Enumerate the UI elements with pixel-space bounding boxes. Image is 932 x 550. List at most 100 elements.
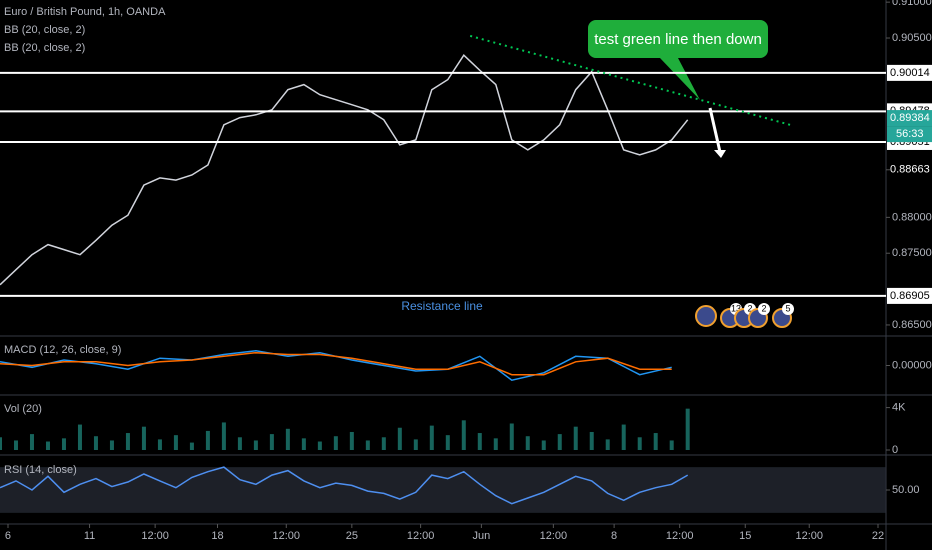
volume-bar xyxy=(685,408,690,450)
marker-label: 0.88663 xyxy=(890,164,930,176)
level-label: 0.86905 xyxy=(890,290,930,302)
event-count: 2 xyxy=(747,303,752,313)
y-tick-label: 0.90500 xyxy=(892,32,932,44)
volume-bar xyxy=(205,430,210,450)
x-tick-label: 25 xyxy=(346,530,358,542)
series-line xyxy=(0,54,689,286)
volume-bar xyxy=(301,438,306,450)
volume-bar xyxy=(317,441,322,450)
volume-bar xyxy=(621,424,626,450)
x-tick-label: 8 xyxy=(611,530,617,542)
volume-bar xyxy=(237,437,242,450)
volume-bar xyxy=(45,441,50,450)
panel-title: Vol (20) xyxy=(4,403,42,415)
event-badge xyxy=(782,303,794,315)
level-label-box xyxy=(887,287,932,304)
indicator-label: BB (20, close, 2) xyxy=(4,42,85,54)
event-flag xyxy=(695,305,717,327)
y-tick-label: 0 xyxy=(892,444,898,456)
x-tick-label: 12:00 xyxy=(540,530,568,542)
volume-bar xyxy=(13,440,18,450)
series-line xyxy=(0,351,672,376)
panel-title: Euro / British Pound, 1h, OANDA xyxy=(4,6,166,18)
volume-bar xyxy=(541,440,546,450)
y-tick-label: 4K xyxy=(892,402,906,414)
x-tick-label: 18 xyxy=(211,530,223,542)
volume-bar xyxy=(509,423,514,450)
volume-bar xyxy=(109,440,114,450)
y-tick-label: 0.91000 xyxy=(892,0,932,8)
volume-bar xyxy=(269,434,274,450)
event-badge xyxy=(758,303,770,315)
level-label: 0.90014 xyxy=(890,67,930,79)
x-tick-label: 12:00 xyxy=(273,530,301,542)
volume-bar xyxy=(125,433,130,450)
volume-bar xyxy=(653,433,658,450)
volume-bar xyxy=(253,440,258,450)
volume-bar xyxy=(365,440,370,450)
y-tick-label: 0.00000 xyxy=(892,359,932,371)
volume-bar xyxy=(349,431,354,450)
y-tick-label: 0.88000 xyxy=(892,211,932,223)
x-tick-label: 22 xyxy=(872,530,884,542)
indicator-label: BB (20, close, 2) xyxy=(4,24,85,36)
volume-bar xyxy=(29,434,34,450)
annotation: Resistance line xyxy=(401,299,483,313)
countdown: 56:33 xyxy=(896,128,924,140)
series-line xyxy=(0,466,689,505)
x-tick-label: 12:00 xyxy=(795,530,823,542)
volume-bar xyxy=(141,426,146,450)
countdown-box xyxy=(887,126,932,143)
volume-bar xyxy=(173,435,178,450)
volume-bar xyxy=(477,433,482,450)
volume-bar xyxy=(461,420,466,450)
volume-bar xyxy=(77,424,82,450)
volume-bar xyxy=(557,434,562,450)
volume-bar xyxy=(493,438,498,450)
volume-bar xyxy=(333,436,338,450)
volume-bar xyxy=(397,427,402,450)
down-arrow xyxy=(708,107,722,153)
volume-bar xyxy=(589,431,594,450)
panel-title: MACD (12, 26, close, 9) xyxy=(4,344,121,356)
volume-bar xyxy=(0,437,2,450)
volume-bar xyxy=(605,439,610,450)
trendline xyxy=(469,34,791,126)
x-tick-label: 12:00 xyxy=(407,530,435,542)
volume-bar xyxy=(525,436,530,450)
volume-bar xyxy=(413,439,418,450)
price-label-box xyxy=(887,110,932,127)
x-tick-label: 6 xyxy=(5,530,11,542)
event-count: 2 xyxy=(761,303,766,313)
volume-bar xyxy=(285,428,290,450)
panel-title: RSI (14, close) xyxy=(4,464,77,476)
y-tick-label: 0.87500 xyxy=(892,247,932,259)
y-tick-label: 0.86500 xyxy=(892,319,932,331)
event-count: 13 xyxy=(731,303,741,313)
down-arrow-head xyxy=(714,150,726,158)
x-tick-label: 15 xyxy=(739,530,751,542)
volume-bar xyxy=(445,435,450,450)
volume-bar xyxy=(573,426,578,450)
volume-bar xyxy=(61,438,66,450)
callout-bubble xyxy=(588,20,768,100)
x-tick-label: Jun xyxy=(473,530,491,542)
price-label: 0.89384 xyxy=(890,112,930,124)
volume-bar xyxy=(189,442,194,450)
volume-bar xyxy=(381,437,386,450)
event-count: 5 xyxy=(785,303,790,313)
x-tick-label: 12:00 xyxy=(666,530,694,542)
callout-text: test green line then down xyxy=(594,31,762,48)
volume-bar xyxy=(669,440,674,450)
volume-bar xyxy=(93,436,98,450)
volume-bar xyxy=(429,425,434,450)
volume-bar xyxy=(157,439,162,450)
volume-bar xyxy=(221,422,226,450)
rsi-band xyxy=(0,467,886,513)
y-tick-label: 50.00 xyxy=(892,484,920,496)
x-tick-label: 12:00 xyxy=(141,530,169,542)
x-tick-label: 11 xyxy=(84,530,95,542)
volume-bar xyxy=(637,437,642,450)
